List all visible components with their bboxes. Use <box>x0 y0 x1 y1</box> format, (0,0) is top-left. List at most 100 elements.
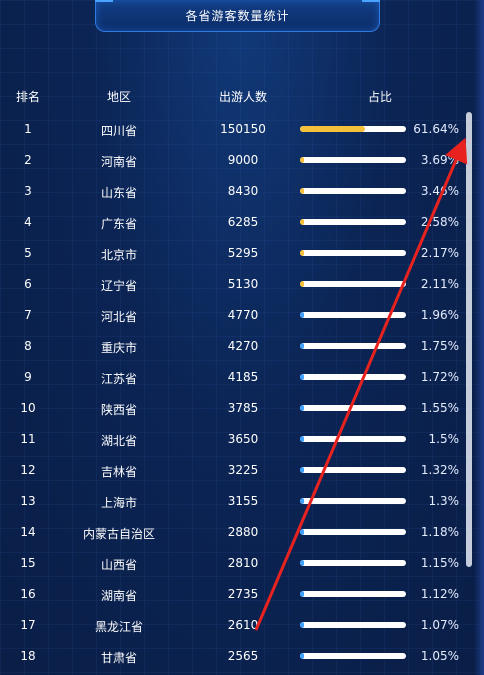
row-count: 150150 <box>220 122 266 136</box>
row-share-percent: 2.58% <box>420 215 459 229</box>
right-edge-glow <box>474 0 484 675</box>
row-count: 4185 <box>227 370 259 384</box>
share-bar-track <box>300 498 406 504</box>
share-bar-track <box>300 591 406 597</box>
header-rank: 排名 <box>15 90 41 104</box>
table-row[interactable]: 2 河南省 9000 3.69% <box>0 149 484 180</box>
row-rank: 13 <box>20 494 36 508</box>
row-share-percent: 1.3% <box>428 494 460 508</box>
share-bar-track <box>300 653 406 659</box>
row-share-percent: 1.18% <box>420 525 459 539</box>
row-region: 山西省 <box>100 558 138 572</box>
row-region: 江苏省 <box>100 372 138 386</box>
share-bar-fill <box>300 312 305 318</box>
share-bar-track <box>300 467 406 473</box>
share-bar-track <box>300 126 406 132</box>
row-rank: 7 <box>24 308 32 322</box>
row-region: 河北省 <box>100 310 138 324</box>
row-count: 3155 <box>227 494 259 508</box>
row-share-percent: 2.17% <box>420 246 459 260</box>
row-count: 3225 <box>227 463 259 477</box>
row-rank: 16 <box>20 587 36 601</box>
share-bar-track <box>300 436 406 442</box>
row-region: 四川省 <box>100 124 138 138</box>
row-share-percent: 1.12% <box>420 587 459 601</box>
row-rank: 11 <box>20 432 36 446</box>
row-rank: 14 <box>20 525 36 539</box>
row-rank: 1 <box>24 122 32 136</box>
row-share-percent: 1.32% <box>420 463 459 477</box>
share-bar-track <box>300 157 406 163</box>
row-count: 3650 <box>227 432 259 446</box>
row-rank: 3 <box>24 184 32 198</box>
row-rank: 5 <box>24 246 32 260</box>
row-region: 湖北省 <box>100 434 138 448</box>
table-row[interactable]: 12 吉林省 3225 1.32% <box>0 459 484 490</box>
table-header: 排名 地区 出游人数 占比 <box>0 88 484 108</box>
row-rank: 17 <box>20 618 36 632</box>
share-bar-fill <box>300 157 305 163</box>
share-bar-fill <box>300 653 305 659</box>
table-row[interactable]: 11 湖北省 3650 1.5% <box>0 428 484 459</box>
row-share-percent: 1.55% <box>420 401 459 415</box>
row-region: 陕西省 <box>100 403 138 417</box>
table-row[interactable]: 7 河北省 4770 1.96% <box>0 304 484 335</box>
share-bar-fill <box>300 343 305 349</box>
row-count: 8430 <box>227 184 259 198</box>
row-rank: 18 <box>20 649 36 663</box>
table-row[interactable]: 10 陕西省 3785 1.55% <box>0 397 484 428</box>
share-bar-track <box>300 405 406 411</box>
share-bar-track <box>300 250 406 256</box>
row-region: 山东省 <box>100 186 138 200</box>
table-row[interactable]: 17 黑龙江省 2610 1.07% <box>0 614 484 645</box>
table-row[interactable]: 4 广东省 6285 2.58% <box>0 211 484 242</box>
row-region: 黑龙江省 <box>94 620 144 634</box>
share-bar-fill <box>300 374 305 380</box>
row-count: 6285 <box>227 215 259 229</box>
share-bar-fill <box>300 591 305 597</box>
table-row[interactable]: 16 湖南省 2735 1.12% <box>0 583 484 614</box>
row-region: 广东省 <box>100 217 138 231</box>
row-region: 吉林省 <box>100 465 138 479</box>
header-share: 占比 <box>367 90 393 104</box>
table-row[interactable]: 3 山东省 8430 3.46% <box>0 180 484 211</box>
row-region: 上海市 <box>100 496 138 510</box>
table-row[interactable]: 9 江苏省 4185 1.72% <box>0 366 484 397</box>
share-bar-track <box>300 343 406 349</box>
share-bar-fill <box>300 467 305 473</box>
row-region: 辽宁省 <box>100 279 138 293</box>
row-rank: 12 <box>20 463 36 477</box>
table-row[interactable]: 15 山西省 2810 1.15% <box>0 552 484 583</box>
table-row[interactable]: 5 北京市 5295 2.17% <box>0 242 484 273</box>
row-count: 5295 <box>227 246 259 260</box>
share-bar-fill <box>300 281 305 287</box>
table-row[interactable]: 18 甘肃省 2565 1.05% <box>0 645 484 675</box>
header-count: 出游人数 <box>218 90 268 104</box>
table-row[interactable]: 14 内蒙古自治区 2880 1.18% <box>0 521 484 552</box>
row-count: 2735 <box>227 587 259 601</box>
row-share-percent: 1.05% <box>420 649 459 663</box>
share-bar-fill <box>300 188 305 194</box>
row-share-percent: 1.72% <box>420 370 459 384</box>
row-count: 2610 <box>227 618 259 632</box>
panel-title-bar: 各省游客数量统计 <box>95 0 380 32</box>
table-row[interactable]: 6 辽宁省 5130 2.11% <box>0 273 484 304</box>
share-bar-fill <box>300 126 366 132</box>
table-row[interactable]: 13 上海市 3155 1.3% <box>0 490 484 521</box>
share-bar-fill <box>300 219 305 225</box>
row-region: 内蒙古自治区 <box>82 527 156 541</box>
row-rank: 6 <box>24 277 32 291</box>
row-count: 4270 <box>227 339 259 353</box>
share-bar-track <box>300 374 406 380</box>
row-rank: 10 <box>20 401 36 415</box>
row-count: 4770 <box>227 308 259 322</box>
row-rank: 9 <box>24 370 32 384</box>
table-row[interactable]: 8 重庆市 4270 1.75% <box>0 335 484 366</box>
row-share-percent: 3.46% <box>420 184 459 198</box>
row-rank: 15 <box>20 556 36 570</box>
row-rank: 4 <box>24 215 32 229</box>
table-body: 1 四川省 150150 61.64% 2 河南省 9000 3.69% 3 山东省 8430 3.4… <box>0 118 484 675</box>
scrollbar[interactable] <box>466 112 472 567</box>
share-bar-fill <box>300 405 305 411</box>
table-row[interactable]: 1 四川省 150150 61.64% <box>0 118 484 149</box>
